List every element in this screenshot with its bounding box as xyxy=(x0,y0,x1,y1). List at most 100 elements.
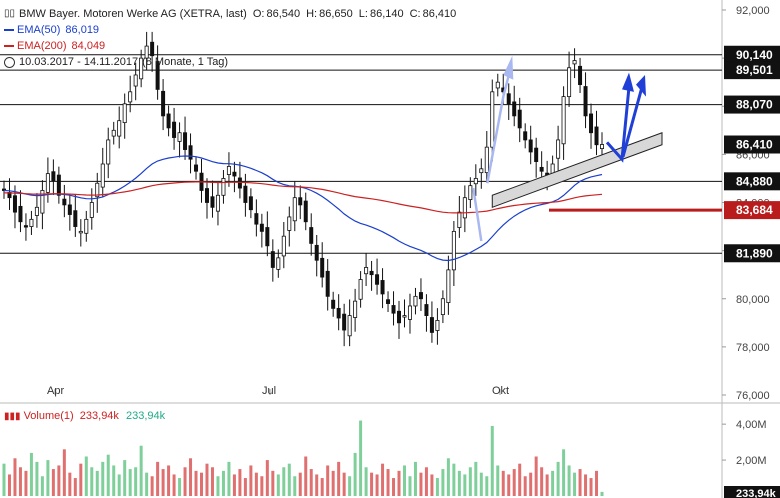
candle-down xyxy=(270,251,275,268)
candle-down xyxy=(314,244,319,261)
volume-bar-down xyxy=(260,476,264,496)
chart-type-icon: ▯▯ xyxy=(4,8,16,19)
candle-down xyxy=(369,270,374,276)
volume-bar-up xyxy=(139,445,143,496)
forecast-arrow-2 xyxy=(621,86,644,158)
candle-down xyxy=(528,139,533,153)
volume-bar-down xyxy=(249,465,253,496)
candle-up xyxy=(468,185,473,201)
volume-bar-down xyxy=(589,478,593,496)
candle-down xyxy=(506,93,511,105)
volume-bar-up xyxy=(128,469,132,496)
volume-bar-down xyxy=(183,467,187,496)
candle-up xyxy=(45,173,50,193)
price-level-label: 90,140 xyxy=(736,48,773,62)
ema50-value: 86,019 xyxy=(65,24,100,36)
volume-bar-up xyxy=(40,476,44,496)
price-level-label: 89,501 xyxy=(736,63,773,77)
candle-up xyxy=(144,45,149,59)
candle-up xyxy=(561,96,566,145)
volume-bar-up xyxy=(2,463,6,496)
candle-up xyxy=(413,295,418,307)
volume-bar-down xyxy=(205,463,209,496)
ohlc-low-value: 86,140 xyxy=(369,8,404,20)
ohlc-high-value: 86,650 xyxy=(319,8,353,20)
price-level-tag xyxy=(724,244,780,263)
candle-down xyxy=(578,65,583,85)
candle-up xyxy=(407,305,412,320)
volume-bar-down xyxy=(150,476,154,496)
volume-bar-up xyxy=(359,420,363,496)
candle-up xyxy=(226,166,231,175)
volume-bar-down xyxy=(24,470,28,496)
volume-bar-down xyxy=(172,474,176,496)
volume-bar-up xyxy=(353,452,357,496)
ema50-legend: EMA(50) 86,019 xyxy=(4,22,456,38)
volume-bar-up xyxy=(123,460,127,496)
ema200-level-tag xyxy=(724,201,780,220)
candle-up xyxy=(567,67,572,98)
ema200-swatch xyxy=(4,45,14,47)
ema200-line xyxy=(4,181,603,214)
candle-down xyxy=(155,61,160,90)
volume-bar-up xyxy=(29,452,33,496)
candle-down xyxy=(259,223,264,232)
candle-up xyxy=(128,91,133,103)
forecast-arrow-1 xyxy=(605,86,631,163)
volume-tick-label: 2,00M xyxy=(736,455,767,467)
volume-bar-down xyxy=(326,465,330,496)
candle-up xyxy=(353,300,358,318)
ema200-legend: EMA(200) 84,049 xyxy=(4,38,456,54)
volume-bar-up xyxy=(452,463,456,496)
volume-bar-up xyxy=(178,478,182,496)
candle-down xyxy=(303,200,308,223)
candle-down xyxy=(51,171,56,182)
candle-down xyxy=(150,41,155,57)
ema50-swatch xyxy=(4,29,14,31)
candle-down xyxy=(23,225,28,228)
candle-down xyxy=(429,317,434,333)
price-level-tag xyxy=(724,172,780,191)
volume-bar-down xyxy=(595,470,599,496)
volume-bar-up xyxy=(485,476,489,496)
candle-down xyxy=(320,257,325,278)
candle-up xyxy=(95,182,100,198)
candle-down xyxy=(298,197,303,206)
volume-bar-down xyxy=(337,461,341,496)
volume-bar-down xyxy=(523,476,527,496)
volume-bar-down xyxy=(342,472,346,496)
candle-up xyxy=(556,139,561,159)
volume-bar-down xyxy=(243,478,247,496)
y-tick-label: 92,000 xyxy=(736,5,770,17)
candle-up xyxy=(347,315,352,337)
volume-label: Volume(1) xyxy=(23,410,74,422)
candle-up xyxy=(89,202,94,218)
volume-value-1: 233,94k xyxy=(79,410,119,422)
candle-down xyxy=(12,195,17,213)
date-range-row: 10.03.2017 - 14.11.2017 (8 Monate, 1 Tag… xyxy=(4,54,456,70)
candle-down xyxy=(210,196,215,208)
volume-bar-down xyxy=(507,474,511,496)
volume-bar-up xyxy=(435,478,439,496)
volume-bar-down xyxy=(232,474,236,496)
candle-up xyxy=(34,206,39,216)
price-level-label: 88,070 xyxy=(736,98,773,112)
volume-bar-down xyxy=(156,461,160,496)
volume-bar-up xyxy=(600,491,604,496)
forecast-arrowhead-1 xyxy=(622,72,634,92)
candle-down xyxy=(309,227,314,244)
volume-bar-down xyxy=(167,465,171,496)
volume-bar-up xyxy=(95,470,99,496)
volume-bar-down xyxy=(194,470,198,496)
candle-down xyxy=(62,198,67,206)
volume-bar-up xyxy=(463,474,467,496)
candle-up xyxy=(139,57,144,80)
volume-current-tag xyxy=(724,486,780,498)
volume-bar-down xyxy=(370,472,374,496)
volume-bar-up xyxy=(364,467,368,496)
volume-bar-down xyxy=(392,478,396,496)
candle-up xyxy=(462,197,467,219)
current-price-label: 86,410 xyxy=(736,138,773,152)
volume-bar-down xyxy=(51,469,55,496)
candle-down xyxy=(594,126,599,146)
